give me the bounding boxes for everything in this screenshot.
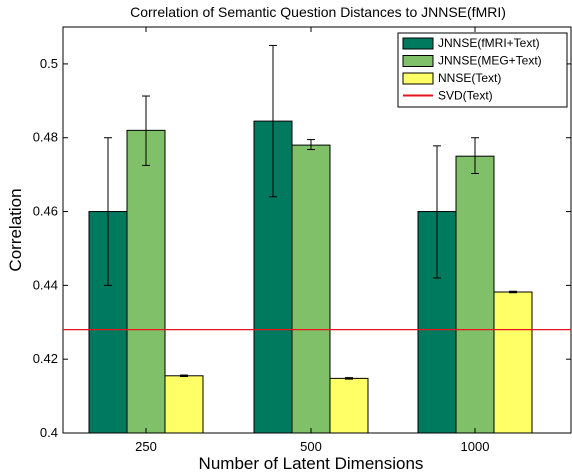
y-tick-label: 0.44: [33, 277, 58, 292]
plot-area: 0.4 0.42 0.44 0.46 0.48 0.5 250 500 1000: [33, 26, 572, 454]
legend-label: JNNSE(MEG+Text): [438, 54, 542, 68]
bar: [126, 129, 166, 434]
x-tick-label: 500: [300, 439, 322, 454]
x-tick-label: 1000: [461, 439, 490, 454]
y-tick-label: 0.42: [33, 351, 58, 366]
legend-label: JNNSE(fMRI+Text): [438, 36, 540, 50]
chart-title: Correlation of Semantic Question Distanc…: [130, 4, 506, 20]
legend-swatch: [402, 55, 434, 67]
legend-label: NNSE(Text): [438, 71, 501, 85]
bar: [329, 377, 369, 434]
y-tick-label: 0.5: [40, 56, 58, 71]
x-axis-title: Number of Latent Dimensions: [199, 454, 424, 473]
y-axis-title: Correlation: [6, 188, 25, 271]
bar: [291, 144, 331, 434]
legend-swatch: [402, 72, 434, 85]
x-tick-label: 250: [135, 439, 157, 454]
bar: [164, 375, 204, 434]
legend-swatch: [402, 37, 434, 50]
bar: [493, 291, 533, 434]
y-tick-label: 0.4: [40, 425, 58, 440]
legend-label: SVD(Text): [438, 89, 493, 103]
y-tick-label: 0.46: [33, 204, 58, 219]
bar: [455, 155, 495, 434]
legend: JNNSE(fMRI+Text) JNNSE(MEG+Text) NNSE(Text…: [397, 32, 568, 108]
y-tick-label: 0.48: [33, 130, 58, 145]
